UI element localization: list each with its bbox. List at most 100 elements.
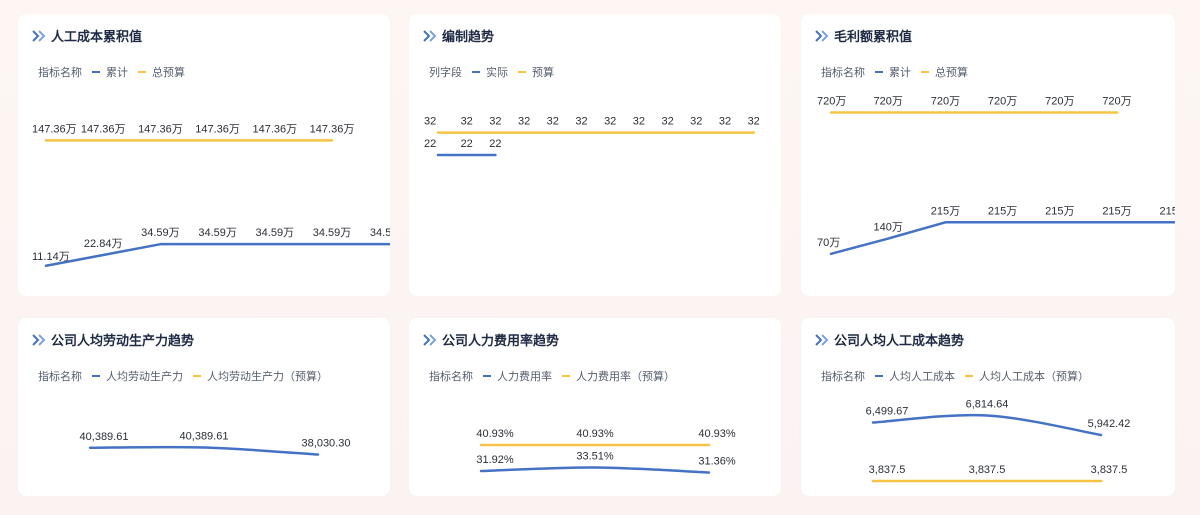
legend: 指标名称 累计 总预算	[38, 64, 185, 80]
data-label-budget: 3,837.5	[969, 464, 1006, 476]
legend-item-budget[interactable]: 预算	[518, 64, 554, 80]
data-label-budget: 720万	[817, 96, 846, 108]
data-label-actual: 33.51%	[576, 451, 614, 463]
data-label-actual: 6,814.64	[966, 399, 1009, 411]
legend-label-budget: 总预算	[152, 67, 185, 79]
legend-title: 指标名称	[38, 371, 82, 383]
legend: 指标名称 人均劳动生产力 人均劳动生产力（预算）	[38, 368, 328, 384]
legend-swatch-budget	[138, 71, 146, 73]
data-label-actual: 215万	[1102, 205, 1131, 217]
legend-swatch-budget	[518, 71, 526, 73]
double-chevron-right-icon	[815, 29, 829, 42]
data-label-budget: 32	[489, 116, 501, 128]
chart-plot: 40,389.61 40,389.61 38,030.30	[80, 431, 351, 456]
data-label-actual: 38,030.30	[302, 438, 351, 450]
card-title: 毛利额累积值	[815, 26, 912, 45]
data-label-budget: 32	[575, 116, 587, 128]
data-label-actual: 31.36%	[698, 456, 736, 468]
data-label-budget: 32	[719, 116, 731, 128]
card-title: 人工成本累积值	[32, 26, 142, 45]
card-title-text: 公司人均人工成本趋势	[834, 333, 965, 348]
data-label-actual: 22	[461, 138, 473, 150]
chart-plot: 11.14万 22.84万 34.59万 34.59万 34.59万 34.59万 34.5…	[32, 123, 390, 268]
legend-title: 列字段	[429, 67, 462, 79]
data-label-budget: 32	[424, 116, 436, 128]
data-label-budget: 32	[461, 116, 473, 128]
legend-title: 指标名称	[429, 371, 473, 383]
data-label-budget: 147.36万	[195, 123, 240, 135]
data-label-actual: 22	[424, 138, 436, 150]
legend-swatch-actual	[483, 375, 491, 377]
data-label-actual: 22	[489, 138, 501, 150]
legend-swatch-budget	[562, 375, 570, 377]
data-label-actual: 215万	[1160, 205, 1175, 217]
legend-swatch-actual	[875, 375, 883, 377]
double-chevron-right-icon	[32, 333, 46, 346]
data-label-budget: 720万	[931, 96, 960, 108]
legend-swatch-actual	[472, 71, 480, 73]
series-line-actual[interactable]	[871, 413, 1103, 437]
data-label-budget: 147.36万	[32, 123, 77, 135]
series-line-actual[interactable]	[88, 445, 320, 456]
legend-label-actual: 人均劳动生产力	[106, 371, 183, 383]
legend-item-actual[interactable]: 实际	[472, 64, 508, 80]
double-chevron-right-icon	[32, 29, 46, 42]
data-label-actual: 34.59万	[313, 227, 352, 239]
data-label-budget: 32	[690, 116, 702, 128]
double-chevron-right-icon	[423, 333, 437, 346]
legend: 列字段 实际 预算	[429, 64, 554, 80]
legend-item-actual[interactable]: 累计	[92, 64, 128, 80]
card-title: 公司人力费用率趋势	[423, 330, 559, 349]
data-label-budget: 147.36万	[81, 123, 126, 135]
legend-swatch-budget	[921, 71, 929, 73]
data-label-budget: 147.36万	[138, 123, 183, 135]
data-label-budget: 32	[547, 116, 559, 128]
legend: 指标名称 累计 总预算	[821, 64, 968, 80]
data-label-budget: 32	[748, 116, 760, 128]
chart-plot: 22 22 22 32 32 32 32 32 32 32 32 32 32 32 32	[424, 116, 760, 157]
data-label-budget: 147.36万	[310, 123, 355, 135]
legend-item-actual[interactable]: 累计	[875, 64, 911, 80]
data-label-actual: 40,389.61	[80, 431, 129, 443]
legend-label-actual: 人力费用率	[497, 371, 552, 383]
data-label-budget: 3,837.5	[869, 464, 906, 476]
double-chevron-right-icon	[423, 29, 437, 42]
legend-item-budget[interactable]: 人均人工成本（预算）	[965, 368, 1089, 384]
data-label-actual: 6,499.67	[866, 406, 909, 418]
data-label-actual: 34.59万	[198, 227, 237, 239]
legend-swatch-budget	[193, 375, 201, 377]
legend-label-budget: 人均人工成本（预算）	[979, 371, 1089, 383]
card-title-text: 人工成本累积值	[51, 29, 143, 44]
legend-item-budget[interactable]: 总预算	[921, 64, 968, 80]
legend-swatch-actual	[875, 71, 883, 73]
chart-card-per-capita-labor-cost-trend: 公司人均人工成本趋势 指标名称 人均人工成本 人均人工成本（预算） 6,499.…	[801, 318, 1175, 496]
series-line-actual[interactable]	[44, 242, 390, 268]
data-label-actual: 215万	[1045, 205, 1074, 217]
legend-item-budget[interactable]: 人力费用率（预算）	[562, 368, 675, 384]
data-label-actual: 140万	[874, 222, 903, 234]
card-title: 公司人均人工成本趋势	[815, 330, 964, 349]
data-label-budget: 40.93%	[476, 428, 514, 440]
legend-label-actual: 累计	[889, 67, 911, 79]
legend-item-budget[interactable]: 人均劳动生产力（预算）	[193, 368, 328, 384]
chart-card-labor-cost-rate-trend: 公司人力费用率趋势 指标名称 人力费用率 人力费用率（预算） 31.92% 33.…	[409, 318, 781, 496]
series-line-actual[interactable]	[479, 466, 711, 474]
chart-plot: 70万 140万 215万 215万 215万 215万 215万 720万 720万 720万 7…	[817, 96, 1175, 256]
data-label-budget: 720万	[874, 96, 903, 108]
legend-label-budget: 人力费用率（预算）	[576, 371, 675, 383]
data-label-actual: 22.84万	[84, 238, 123, 250]
data-label-actual: 215万	[988, 205, 1017, 217]
legend-item-budget[interactable]: 总预算	[138, 64, 185, 80]
legend-item-actual[interactable]: 人均劳动生产力	[92, 368, 183, 384]
chart-card-labor-productivity-trend: 公司人均劳动生产力趋势 指标名称 人均劳动生产力 人均劳动生产力（预算） 40,…	[18, 318, 390, 496]
legend-item-actual[interactable]: 人力费用率	[483, 368, 552, 384]
card-title: 公司人均劳动生产力趋势	[32, 330, 194, 349]
double-chevron-right-icon	[815, 333, 829, 346]
card-title-text: 公司人均劳动生产力趋势	[51, 333, 195, 348]
legend-title: 指标名称	[38, 67, 82, 79]
data-label-actual: 5,942.42	[1088, 418, 1131, 430]
data-label-budget: 40.93%	[698, 428, 736, 440]
data-label-actual: 34.59万	[141, 227, 180, 239]
series-line-actual[interactable]	[829, 221, 1175, 256]
legend-item-actual[interactable]: 人均人工成本	[875, 368, 955, 384]
